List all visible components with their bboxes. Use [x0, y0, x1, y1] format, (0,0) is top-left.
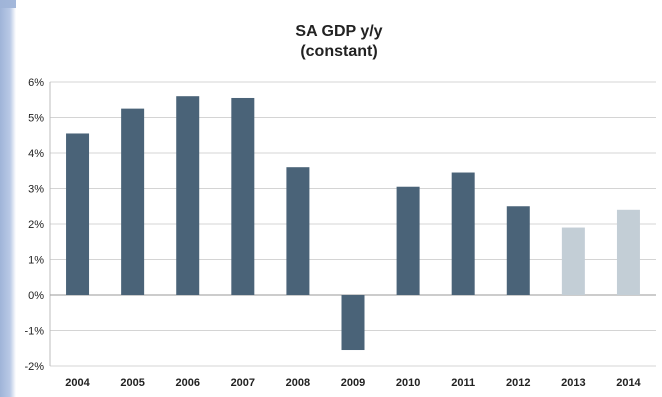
y-tick-label: -2%: [24, 361, 44, 373]
y-tick-label: 2%: [28, 219, 44, 231]
bar-2013: [561, 227, 585, 295]
x-tick-label: 2010: [396, 377, 420, 389]
chart-subtitle: (constant): [300, 43, 378, 60]
bar-2008: [286, 167, 310, 295]
y-tick-label: 3%: [28, 184, 44, 196]
chart-title: SA GDP y/y: [295, 23, 383, 40]
x-tick-label: 2006: [175, 377, 199, 389]
x-tick-label: 2011: [451, 377, 475, 389]
x-tick-label: 2008: [286, 377, 310, 389]
bar-2004: [66, 133, 90, 295]
y-tick-label: 0%: [28, 290, 44, 302]
x-tick-label: 2004: [65, 377, 90, 389]
x-tick-label: 2013: [561, 377, 585, 389]
bar-2014: [616, 209, 640, 295]
bar-2011: [451, 172, 475, 295]
x-tick-label: 2007: [231, 377, 255, 389]
y-tick-label: 5%: [28, 113, 44, 125]
x-tick-label: 2014: [616, 377, 641, 389]
bar-2006: [176, 96, 200, 295]
y-tick-label: 4%: [28, 148, 44, 160]
y-tick-label: -1%: [24, 326, 44, 338]
x-tick-label: 2009: [341, 377, 365, 389]
y-tick-label: 6%: [28, 77, 44, 89]
chart-area: SA GDP y/y (constant) -2% -1% 0% 1% 2% 3% 4% 5%…: [16, 0, 662, 397]
bar-2012: [506, 206, 530, 295]
bar-2009: [341, 295, 365, 351]
bar-2005: [121, 108, 145, 295]
x-tick-label: 2012: [506, 377, 530, 389]
x-tick-label: 2005: [120, 377, 144, 389]
y-tick-label: 1%: [28, 255, 44, 267]
bar-2010: [396, 186, 420, 295]
bar-2007: [231, 97, 255, 295]
bar-chart: -2% -1% 0% 1% 2% 3% 4% 5% 6% 2004 2005 2006 2007 2008…: [24, 77, 656, 389]
